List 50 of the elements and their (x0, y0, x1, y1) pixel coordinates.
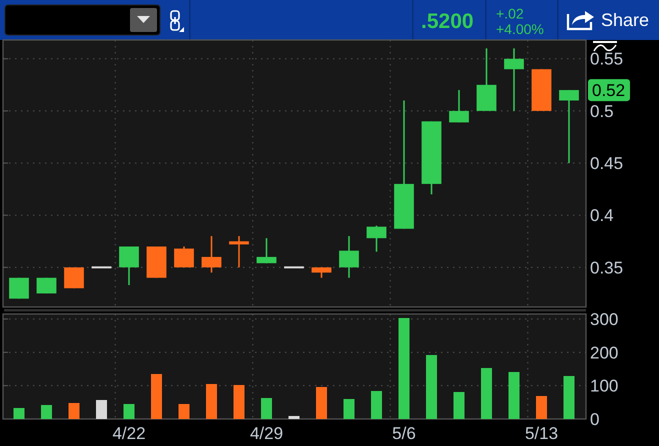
bar (288, 416, 300, 419)
bar (178, 404, 190, 419)
bar (564, 376, 574, 419)
y-tick-label: 100 (590, 376, 618, 396)
text: +4.00% (496, 21, 544, 37)
bar (316, 387, 327, 419)
candlestick (449, 89, 469, 124)
x-tick-label: 5/6 (392, 424, 416, 443)
text: +.02 (496, 6, 524, 22)
annotation: 0.52 (592, 81, 626, 100)
candlestick (559, 89, 579, 164)
y-tick-label: 0.35 (590, 258, 624, 278)
bar (124, 404, 134, 419)
y-tick-label: 0 (590, 410, 600, 429)
bar (426, 355, 437, 419)
bar (206, 384, 217, 419)
candlestick (256, 237, 276, 264)
bar (454, 392, 464, 419)
x-tick-label: 4/22 (112, 424, 146, 443)
candlestick (36, 277, 56, 294)
text: .5200 (421, 10, 474, 33)
bar (151, 374, 162, 419)
text: Share (601, 10, 650, 30)
candlestick (366, 224, 386, 252)
x-tick-label: 4/29 (250, 424, 284, 443)
candlestick (119, 246, 139, 286)
bar (371, 391, 382, 419)
candlestick (229, 235, 249, 268)
y-tick-label: 0.55 (590, 50, 624, 69)
y-tick-label: 300 (590, 310, 618, 329)
bar (96, 400, 107, 419)
bar (344, 399, 354, 419)
bar (261, 398, 272, 419)
candlestick (174, 246, 194, 268)
bar (508, 372, 520, 419)
bar (14, 408, 24, 419)
bar (481, 368, 492, 419)
y-tick-label: 0.4 (590, 206, 614, 226)
bar (41, 405, 52, 419)
x-tick-label: 5/13 (524, 424, 558, 443)
candlestick (202, 235, 222, 274)
y-tick-label: 0.5 (590, 102, 614, 121)
y-tick-label: 200 (590, 343, 618, 362)
bar (398, 318, 410, 419)
y-tick-label: 0.45 (590, 154, 624, 174)
bar (536, 396, 547, 419)
bar (68, 403, 80, 419)
bar (234, 385, 244, 419)
candlestick (339, 235, 359, 279)
candlestick (504, 48, 524, 112)
